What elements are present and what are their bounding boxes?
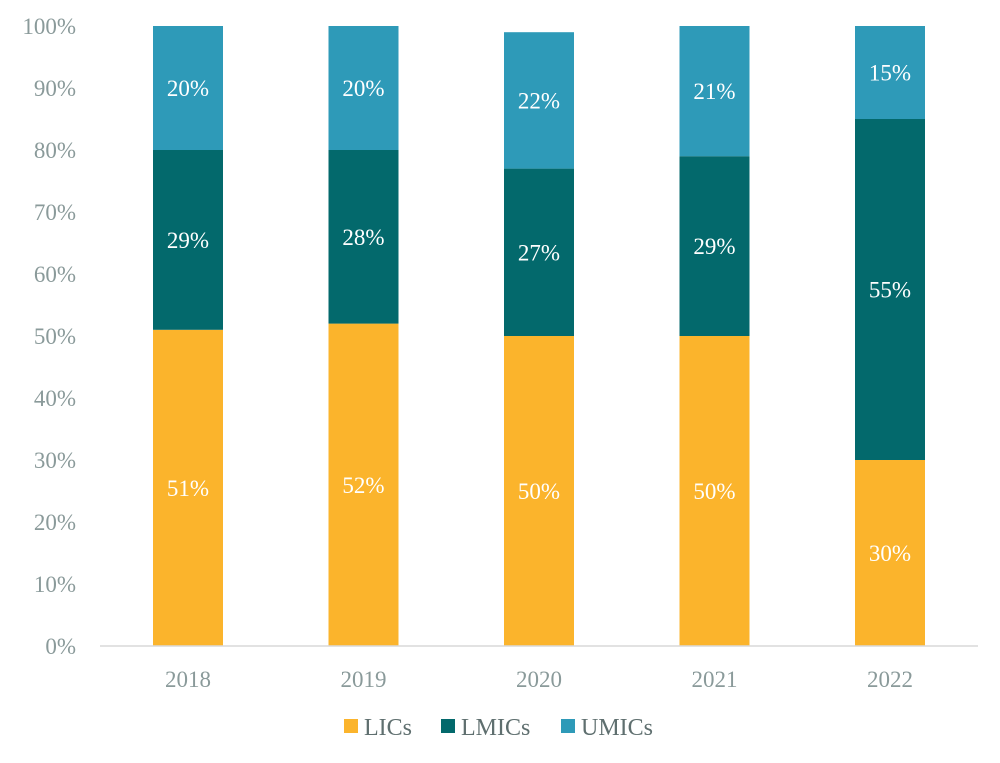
bar-segment	[679, 26, 750, 157]
y-tick-label: 50%	[34, 324, 76, 349]
bar-segment	[855, 119, 925, 460]
data-label: 27%	[518, 240, 560, 265]
bar-segment	[328, 26, 399, 150]
bar-segment	[855, 26, 925, 119]
data-label: 55%	[869, 278, 911, 303]
bar-segment	[504, 168, 574, 336]
x-tick-label: 2022	[867, 667, 913, 692]
bar-segment	[153, 150, 223, 330]
x-tick-label: 2021	[692, 667, 738, 692]
data-label: 50%	[693, 479, 735, 504]
data-label: 29%	[693, 234, 735, 259]
legend-swatch	[561, 719, 575, 733]
data-label: 51%	[167, 476, 209, 501]
data-label: 28%	[342, 225, 384, 250]
y-tick-label: 100%	[22, 14, 76, 39]
data-label: 20%	[342, 76, 384, 101]
y-tick-label: 80%	[34, 138, 76, 163]
legend-label: UMICs	[581, 715, 653, 741]
data-label: 22%	[518, 88, 560, 113]
y-tick-label: 40%	[34, 386, 76, 411]
bar-segment	[153, 26, 223, 150]
data-label: 52%	[342, 473, 384, 498]
bar-segment	[328, 150, 399, 324]
legend-label: LMICs	[461, 715, 530, 741]
data-label: 21%	[693, 79, 735, 104]
y-tick-label: 90%	[34, 76, 76, 101]
bar-segment	[855, 460, 925, 646]
y-tick-label: 70%	[34, 200, 76, 225]
y-tick-label: 10%	[34, 572, 76, 597]
data-label: 20%	[167, 76, 209, 101]
data-label: 15%	[869, 61, 911, 86]
y-tick-label: 60%	[34, 262, 76, 287]
y-axis: 0% 10% 20% 30% 40% 50% 60% 70% 80% 90% 100%	[22, 14, 76, 659]
x-tick-label: 2018	[165, 667, 211, 692]
bar-segment	[153, 329, 223, 646]
legend-label: LICs	[364, 715, 412, 741]
data-label: 50%	[518, 479, 560, 504]
data-label: 30%	[869, 541, 911, 566]
legend-swatch	[344, 719, 358, 733]
y-tick-label: 20%	[34, 510, 76, 535]
legend-swatch	[441, 719, 455, 733]
bar-segment	[504, 336, 574, 646]
bars: 51% 29% 20% 52% 28% 20% 50% 27% 22% 50% 29% 21% 30% 5…	[153, 26, 925, 646]
y-tick-label: 30%	[34, 448, 76, 473]
data-label: 29%	[167, 228, 209, 253]
bar-segment	[504, 32, 574, 169]
x-tick-label: 2020	[516, 667, 562, 692]
x-axis: 2018 2019 2020 2021 2022	[165, 667, 913, 692]
x-tick-label: 2019	[341, 667, 387, 692]
bar-segment	[679, 336, 750, 646]
bar-segment	[328, 323, 399, 646]
bar-segment	[679, 156, 750, 336]
y-tick-label: 0%	[45, 634, 76, 659]
legend: LICs LMICs UMICs	[344, 715, 653, 741]
